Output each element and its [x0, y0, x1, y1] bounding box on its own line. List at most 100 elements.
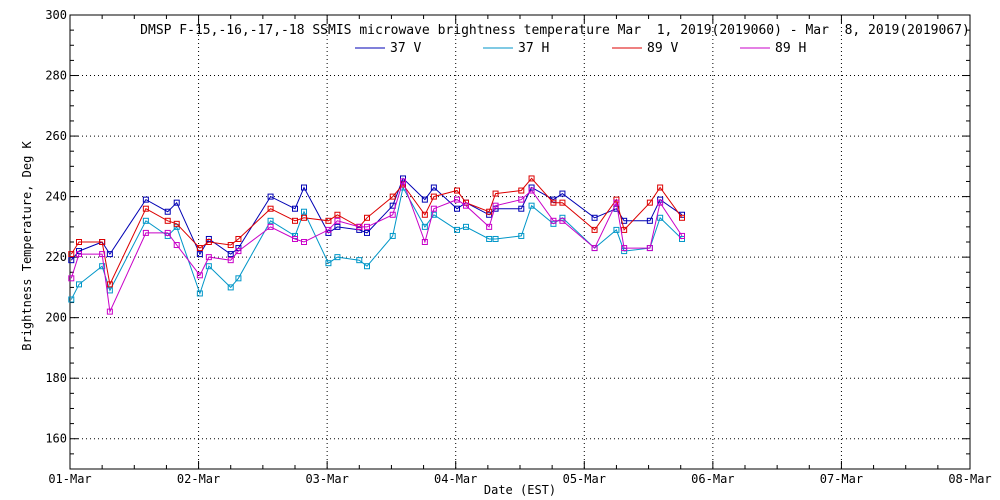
data-point [301, 208, 307, 215]
data-point [301, 239, 307, 245]
legend: 37 V 37 H 89 V 89 H [355, 41, 806, 56]
data-point [591, 226, 598, 233]
series-line [70, 186, 683, 300]
data-point [518, 196, 525, 203]
data-point [164, 208, 171, 215]
data-point [205, 239, 212, 245]
data-point [292, 205, 298, 212]
data-point [591, 214, 598, 221]
data-point [68, 257, 75, 264]
data-point [486, 235, 493, 242]
data-point [325, 260, 332, 267]
data-point [492, 235, 499, 242]
data-point [267, 217, 274, 224]
y-tick-label: 300 [45, 8, 67, 22]
data-point [463, 202, 469, 209]
x-tick-label: 08-Mar [948, 472, 991, 486]
data-point [430, 193, 437, 200]
data-point [486, 208, 493, 215]
data-point [325, 217, 332, 224]
data-point [657, 199, 664, 206]
data-point [486, 211, 493, 218]
data-point [334, 211, 341, 218]
legend-label: 89 H [775, 41, 806, 56]
series-37-h [68, 184, 685, 303]
data-point [646, 245, 653, 252]
data-point [205, 263, 212, 270]
data-point [389, 193, 396, 200]
data-point [646, 217, 653, 224]
data-point [364, 263, 370, 270]
data-point [657, 184, 664, 191]
data-point [389, 232, 396, 239]
data-point [550, 199, 557, 206]
axis-layer: 01-Mar 02-Mar 03-Mar 04-Mar 05-Mar 06-Mar 07-M… [45, 8, 991, 486]
data-point [591, 245, 598, 252]
data-point [364, 223, 370, 230]
data-point [613, 199, 620, 206]
data-point [227, 251, 234, 258]
data-point [679, 232, 685, 239]
data-point [492, 202, 499, 209]
data-point [99, 251, 106, 258]
data-point [400, 178, 406, 185]
y-tick-label: 220 [45, 250, 67, 264]
data-point [454, 226, 460, 233]
legend-label: 89 V [647, 41, 678, 56]
data-point [142, 217, 149, 224]
y-tick-label: 260 [45, 129, 67, 143]
data-point [76, 251, 82, 258]
data-point [421, 239, 428, 245]
data-point [292, 217, 298, 224]
data-point [621, 245, 628, 252]
data-point [235, 235, 242, 242]
data-point [173, 220, 180, 227]
data-point [292, 235, 298, 242]
data-point [528, 175, 535, 182]
data-point [76, 239, 82, 245]
data-point [196, 290, 203, 297]
data-point [205, 254, 212, 261]
y-tick-label: 200 [45, 311, 67, 325]
data-point [196, 245, 203, 252]
data-point [356, 257, 363, 264]
data-point [106, 308, 113, 315]
data-point [518, 205, 525, 212]
data-point [76, 281, 82, 288]
data-point [559, 190, 566, 197]
data-point [430, 211, 437, 218]
data-point [486, 223, 493, 230]
data-point [389, 211, 396, 218]
data-point [164, 217, 171, 224]
data-point [454, 187, 460, 194]
series-line [70, 177, 683, 287]
data-point [421, 211, 428, 218]
data-point [528, 202, 535, 209]
data-point [235, 275, 242, 282]
data-point [334, 223, 341, 230]
data-point [142, 196, 149, 203]
series-89-h [68, 178, 685, 315]
y-tick-label: 240 [45, 190, 67, 204]
data-point [227, 257, 234, 264]
data-point [364, 229, 370, 236]
data-point [173, 199, 180, 206]
data-point [657, 214, 664, 221]
series-layer [68, 175, 685, 315]
x-tick-label: 03-Mar [305, 472, 348, 486]
data-point [205, 235, 212, 242]
data-point [559, 199, 566, 206]
data-point [421, 223, 428, 230]
data-point [196, 272, 203, 279]
data-point [227, 284, 234, 291]
data-point [621, 226, 628, 233]
data-point [196, 251, 203, 258]
y-tick-label: 160 [45, 432, 67, 446]
legend-label: 37 H [518, 41, 549, 56]
data-point [518, 232, 525, 239]
y-tick-label: 180 [45, 371, 67, 385]
data-point [550, 220, 557, 227]
data-point [559, 214, 566, 221]
data-point [68, 296, 75, 303]
